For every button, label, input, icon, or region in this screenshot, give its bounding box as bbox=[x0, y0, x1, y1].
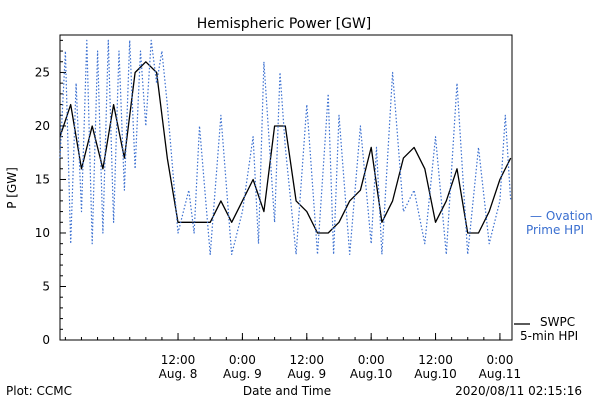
x-tick-label-time-4: 12:00 bbox=[418, 353, 453, 367]
legend-swpc-label-1: SWPC bbox=[540, 315, 575, 329]
y-axis-label: P [GW] bbox=[5, 167, 19, 209]
x-tick-label-time-1: 0:00 bbox=[229, 353, 256, 367]
x-tick-label-date-1: Aug. 9 bbox=[223, 367, 262, 381]
x-tick-label-date-5: Aug.11 bbox=[479, 367, 522, 381]
y-tick-label-10: 10 bbox=[35, 226, 50, 240]
plot-source: Plot: CCMC bbox=[6, 384, 72, 398]
y-tick-label-0: 0 bbox=[42, 333, 50, 347]
x-tick-label-date-4: Aug.10 bbox=[414, 367, 457, 381]
y-tick-label-15: 15 bbox=[35, 172, 50, 186]
legend-ovation-label-1: — Ovation bbox=[530, 209, 593, 223]
plot-timestamp: 2020/08/11 02:15:16 bbox=[455, 384, 582, 398]
x-tick-label-time-2: 12:00 bbox=[289, 353, 324, 367]
y-tick-label-25: 25 bbox=[35, 65, 50, 79]
series-swpc-line bbox=[59, 61, 512, 234]
x-tick-label-date-0: Aug. 8 bbox=[159, 367, 198, 381]
x-axis-label: Date and Time bbox=[243, 384, 331, 398]
data-series bbox=[59, 39, 512, 255]
x-tick-label-time-5: 0:00 bbox=[486, 353, 513, 367]
legend-swpc-label-2: 5-min HPI bbox=[520, 329, 578, 343]
x-tick-label-time-3: 0:00 bbox=[358, 353, 385, 367]
chart-title: Hemispheric Power [GW] bbox=[197, 16, 372, 32]
legend-ovation-label-2: Prime HPI bbox=[526, 223, 584, 237]
x-tick-label-time-0: 12:00 bbox=[161, 353, 196, 367]
y-tick-label-20: 20 bbox=[35, 119, 50, 133]
y-tick-label-5: 5 bbox=[42, 279, 50, 293]
plot-frame bbox=[59, 34, 513, 341]
x-tick-label-date-3: Aug.10 bbox=[350, 367, 393, 381]
x-tick-label-date-2: Aug. 9 bbox=[287, 367, 326, 381]
series-ovation-prime-line bbox=[59, 39, 512, 255]
